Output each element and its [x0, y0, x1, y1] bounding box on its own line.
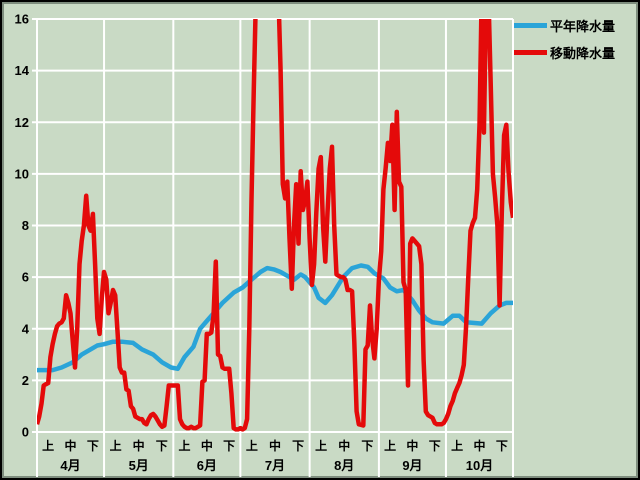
x-period-label: 下: [223, 439, 235, 453]
x-period-label: 下: [429, 439, 441, 453]
x-period-label: 下: [361, 439, 373, 453]
legend-swatch-red-line: [514, 49, 547, 55]
x-period-label: 下: [496, 439, 508, 453]
gridlines: [32, 18, 514, 477]
x-period-label: 下: [156, 439, 168, 453]
x-period-label: 中: [269, 438, 281, 453]
x-period-label: 下: [292, 439, 304, 453]
x-period-label: 上: [315, 438, 327, 453]
x-month-label: 7月: [265, 458, 285, 473]
x-period-label: 上: [384, 438, 396, 453]
legend-label-moving-precipitation: 移動降水量: [550, 45, 616, 61]
y-tick-label: 12: [15, 115, 29, 130]
series-line-moving-precipitation: [37, 19, 513, 432]
x-month-label: 8月: [334, 458, 354, 473]
series-line-normal-precipitation: [37, 263, 513, 373]
x-period-label: 中: [133, 438, 145, 453]
x-period-label: 中: [338, 438, 350, 453]
x-month-label: 6月: [197, 458, 217, 473]
x-month-label: 9月: [402, 458, 422, 473]
x-period-label: 中: [473, 438, 485, 453]
x-period-label: 上: [451, 438, 463, 453]
y-axis-tick-labels: 0 2 4 6 8 10 12 14 16: [15, 12, 30, 440]
x-period-label: 中: [406, 438, 418, 453]
x-period-label: 上: [246, 438, 258, 453]
x-month-label: 10月: [466, 458, 493, 473]
x-period-label: 上: [42, 438, 54, 453]
y-tick-label: 8: [22, 218, 29, 233]
x-period-label: 上: [178, 438, 190, 453]
chart-legend: 平年降水量 移動降水量: [514, 16, 636, 61]
y-tick-label: 10: [15, 166, 29, 181]
x-month-label: 5月: [129, 458, 149, 473]
x-period-label: 下: [87, 439, 99, 453]
y-tick-label: 2: [22, 373, 29, 388]
legend-item-moving-precipitation: 移動降水量: [514, 43, 636, 61]
y-tick-label: 16: [15, 12, 29, 27]
legend-swatch-blue-line: [514, 22, 547, 28]
x-period-label: 中: [65, 438, 77, 453]
legend-item-normal-precipitation: 平年降水量: [514, 16, 636, 34]
series-lines: [37, 19, 513, 432]
legend-label-normal-precipitation: 平年降水量: [550, 18, 616, 34]
x-month-label: 4月: [60, 458, 80, 473]
y-tick-label: 14: [15, 63, 30, 78]
x-period-label: 上: [110, 438, 122, 453]
y-tick-label: 0: [22, 425, 29, 440]
y-tick-label: 4: [22, 321, 30, 336]
y-tick-label: 6: [22, 270, 29, 285]
x-period-label: 中: [201, 438, 213, 453]
x-axis-labels: 上中下4月上中下5月上中下6月上中下7月上中下8月上中下9月上中下10月: [42, 438, 508, 473]
